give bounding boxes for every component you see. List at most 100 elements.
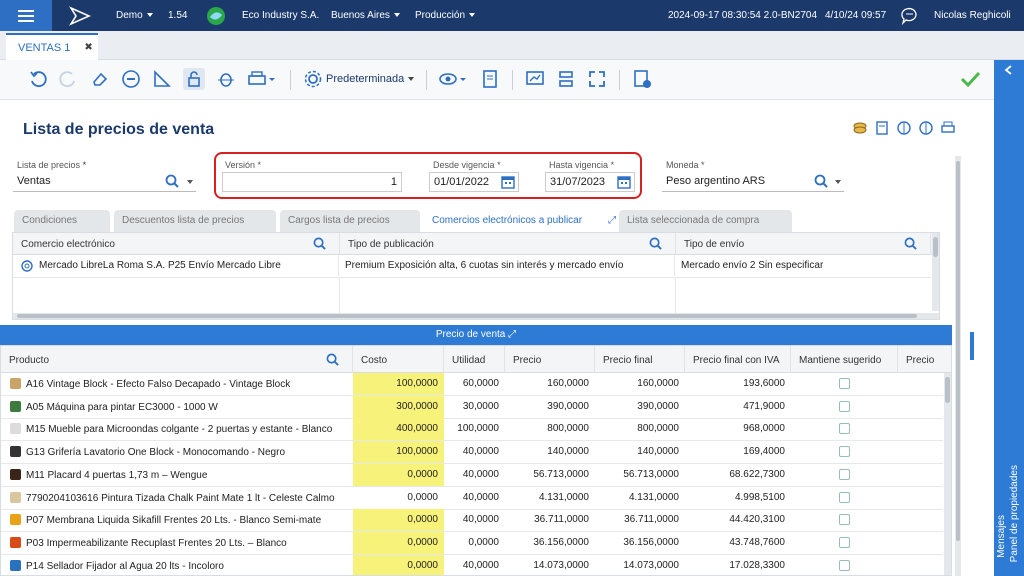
cost-cell[interactable]: 400,0000 — [353, 418, 444, 441]
table-row[interactable]: M15 Mueble para Microondas colgante - 2 … — [1, 418, 943, 442]
table-row[interactable]: G13 Grifería Lavatorio One Block - Monoc… — [1, 441, 943, 465]
search-icon[interactable] — [649, 237, 662, 250]
util-cell[interactable]: 0,0000 — [468, 536, 499, 548]
scrollbar-thumb[interactable] — [933, 237, 938, 257]
keep-suggested-checkbox[interactable] — [839, 468, 850, 480]
final-cell[interactable]: 36.711,0000 — [624, 514, 679, 526]
undo-icon[interactable] — [27, 68, 49, 90]
final-cell[interactable]: 56.713,0000 — [623, 468, 679, 480]
iva-cell[interactable]: 44.420,3100 — [729, 514, 785, 526]
bug-icon[interactable] — [215, 68, 237, 90]
calendar-icon[interactable] — [617, 175, 631, 189]
horizontal-scrollbar[interactable] — [13, 313, 939, 319]
chat-icon[interactable] — [900, 6, 919, 25]
cost-cell[interactable]: 0,0000 — [407, 491, 438, 503]
keep-suggested-checkbox[interactable] — [839, 378, 850, 389]
util-cell[interactable]: 40,0000 — [462, 491, 499, 503]
tab-comercios-electronicos[interactable]: Comercios electrónicos a publicar ⤢ — [424, 210, 616, 232]
iva-cell[interactable]: 4.998,5100 — [734, 491, 785, 503]
print-icon[interactable] — [940, 120, 956, 136]
iva-cell[interactable]: 471,9000 — [743, 400, 785, 412]
final-cell[interactable]: 14.073,0000 — [623, 559, 679, 571]
vertical-scrollbar[interactable] — [932, 233, 939, 311]
keep-suggested-checkbox[interactable] — [839, 559, 850, 571]
util-cell[interactable]: 30,0000 — [462, 400, 499, 412]
expand-icon[interactable]: ⤢ — [608, 215, 617, 226]
iva-cell[interactable]: 169,4000 — [743, 446, 785, 458]
final-cell[interactable]: 4.131,0000 — [628, 491, 679, 503]
keep-suggested-checkbox[interactable] — [839, 400, 850, 412]
sync-icon[interactable] — [918, 120, 934, 136]
column-header[interactable]: Precio — [505, 346, 595, 373]
iva-cell[interactable]: 968,0000 — [743, 423, 785, 435]
vertical-scrollbar[interactable] — [944, 373, 951, 575]
tab-lista-compra[interactable]: Lista seleccionada de compra — [619, 210, 792, 232]
calendar-icon[interactable] — [501, 175, 515, 189]
price-cell[interactable]: 390,0000 — [547, 400, 589, 412]
price-section-header[interactable]: Precio de venta ⤢ — [0, 325, 952, 345]
branch-selector[interactable]: Buenos Aires — [331, 10, 400, 21]
tab-ventas-1[interactable]: VENTAS 1 ✖ — [6, 33, 98, 60]
search-icon[interactable] — [904, 237, 917, 250]
iva-cell[interactable]: 17.028,3300 — [729, 559, 785, 571]
table-row[interactable]: 7790204103616 Pintura Tizada Chalk Paint… — [1, 487, 943, 510]
table-row[interactable]: M11 Placard 4 puertas 1,73 m – Wengue 0,0… — [1, 463, 943, 487]
util-cell[interactable]: 100,0000 — [457, 423, 499, 435]
report-icon[interactable] — [479, 68, 501, 90]
chevron-down-icon[interactable] — [187, 180, 193, 184]
module-selector[interactable]: Producción — [415, 10, 476, 21]
scrollbar-thumb[interactable] — [956, 161, 960, 541]
eraser-icon[interactable] — [89, 68, 111, 90]
keep-suggested-checkbox[interactable] — [839, 446, 850, 458]
chart-icon[interactable] — [524, 68, 546, 90]
price-cell[interactable]: 800,0000 — [547, 423, 589, 435]
scrollbar-thumb[interactable] — [17, 314, 917, 318]
column-header[interactable]: Comercio electrónico — [13, 233, 340, 255]
search-icon[interactable] — [814, 174, 828, 188]
util-cell[interactable]: 40,0000 — [462, 468, 499, 480]
final-cell[interactable]: 800,0000 — [637, 423, 679, 435]
column-header[interactable]: Mantiene sugerido — [791, 346, 898, 373]
view-selector[interactable]: Predeterminada — [326, 73, 415, 85]
table-row[interactable]: Mercado LibreLa Roma S.A. P25 Envío Merc… — [13, 255, 931, 278]
keep-suggested-checkbox[interactable] — [839, 423, 850, 435]
price-cell[interactable]: 36.711,0000 — [534, 514, 589, 526]
lock-icon[interactable] — [183, 68, 205, 90]
iva-cell[interactable]: 68.622,7300 — [729, 468, 785, 480]
properties-panel-toggle[interactable]: Panel de propiedades — [1009, 465, 1020, 563]
final-cell[interactable]: 140,0000 — [637, 446, 679, 458]
util-cell[interactable]: 60,0000 — [462, 378, 499, 389]
cost-cell[interactable]: 300,0000 — [353, 395, 444, 418]
column-header[interactable]: Tipo de envío — [676, 233, 931, 255]
version-field[interactable]: 1 — [222, 172, 402, 192]
document-icon[interactable] — [874, 120, 890, 136]
iva-cell[interactable]: 193,6000 — [743, 378, 785, 389]
cost-cell[interactable]: 0,0000 — [353, 463, 444, 486]
to-date-field[interactable]: 31/07/2023 — [545, 172, 635, 192]
confirm-icon[interactable] — [959, 68, 981, 90]
cost-cell[interactable]: 0,0000 — [353, 554, 444, 575]
company-selector[interactable]: Demo — [116, 10, 153, 21]
final-cell[interactable]: 36.156,0000 — [623, 536, 679, 548]
split-icon[interactable] — [555, 68, 577, 90]
iva-cell[interactable]: 43.748,7600 — [729, 536, 785, 548]
price-cell[interactable]: 140,0000 — [547, 446, 589, 458]
table-row[interactable]: P14 Sellador Fijador al Agua 20 lts - In… — [1, 554, 943, 575]
column-header[interactable]: Tipo de publicación — [340, 233, 676, 255]
view-icon[interactable] — [437, 68, 469, 90]
util-cell[interactable]: 40,0000 — [462, 446, 499, 458]
messages-panel-toggle[interactable]: Mensajes — [996, 515, 1007, 558]
table-row[interactable]: P07 Membrana Liquida Sikafill Frentes 20… — [1, 509, 943, 533]
column-header[interactable]: Precio final — [595, 346, 685, 373]
column-header[interactable]: Utilidad — [444, 346, 505, 373]
from-date-field[interactable]: 01/01/2022 — [429, 172, 519, 192]
expand-icon[interactable] — [586, 68, 608, 90]
cost-cell[interactable]: 100,0000 — [353, 441, 444, 464]
chevron-left-icon[interactable] — [1003, 64, 1015, 76]
currency-field[interactable]: Peso argentino ARS — [662, 172, 844, 192]
cost-cell[interactable]: 100,0000 — [353, 373, 444, 395]
tab-descuentos[interactable]: Descuentos lista de precios — [114, 210, 276, 232]
print-icon[interactable] — [246, 68, 278, 90]
column-header[interactable]: Producto — [1, 346, 353, 373]
util-cell[interactable]: 40,0000 — [462, 514, 499, 526]
